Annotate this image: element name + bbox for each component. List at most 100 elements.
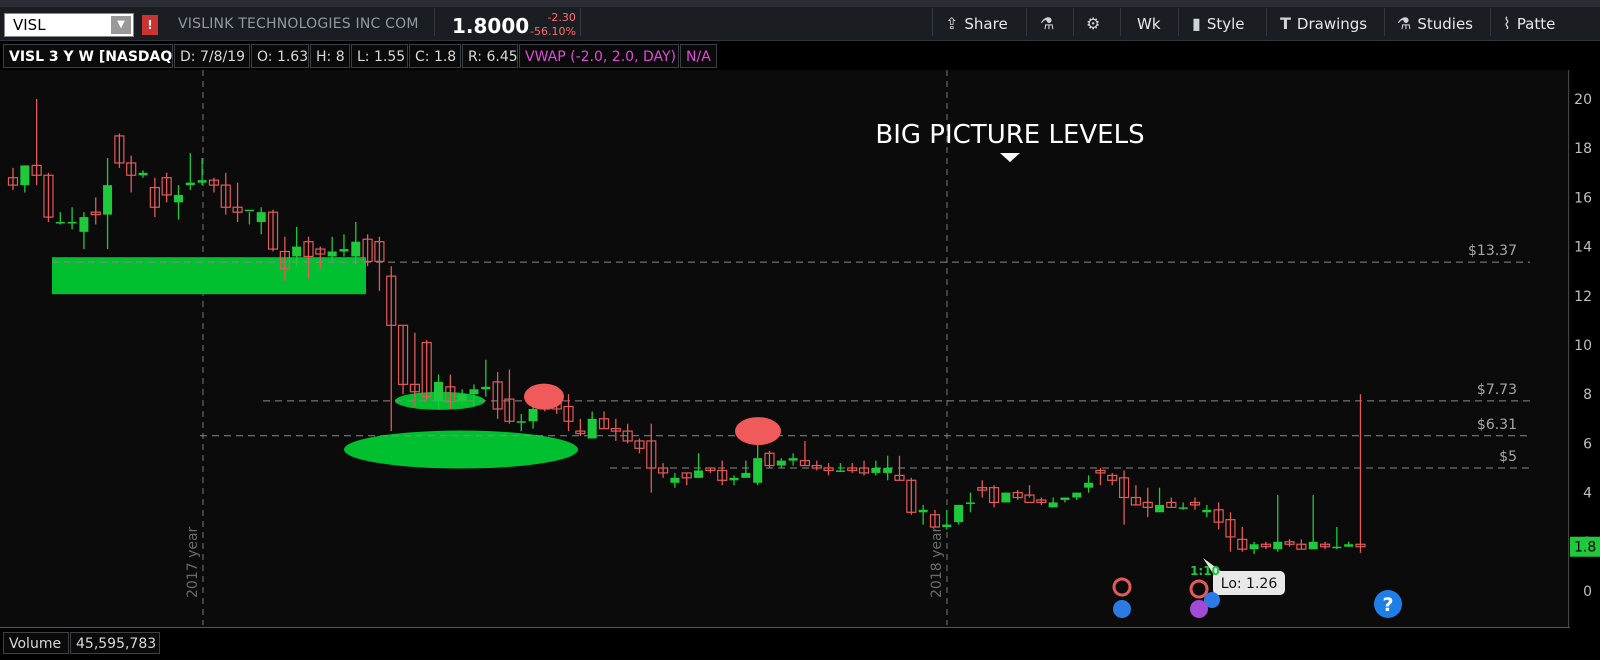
low-cell: L: 1.55 — [351, 44, 408, 68]
candle-body — [823, 467, 834, 472]
candle-body — [409, 383, 420, 393]
candle-body — [31, 164, 42, 176]
gear-icon: ⚙ — [1086, 14, 1101, 33]
company-name: VISLINK TECHNOLOGIES INC COM — [178, 16, 419, 32]
year-label: 2017 year — [185, 526, 201, 598]
candle-body — [256, 212, 266, 222]
studies-flask-icon: ⚗ — [1397, 14, 1412, 33]
candle-body — [1024, 494, 1035, 504]
candle-body — [1142, 501, 1153, 508]
candle-body — [1273, 541, 1283, 550]
candle-body — [670, 477, 680, 483]
last-price-marker — [1570, 536, 1600, 557]
candle-body — [694, 470, 704, 478]
text-tool-icon: T — [1280, 14, 1291, 33]
toolbar-divider — [1266, 8, 1267, 36]
candle-body — [303, 241, 314, 258]
chevron-down-icon[interactable]: ▼ — [111, 16, 131, 34]
candle-body — [161, 177, 172, 196]
settings-button[interactable]: ⚙ — [1086, 14, 1106, 34]
candle-body — [1308, 541, 1318, 550]
candle-body — [7, 177, 19, 186]
candle-body — [1178, 507, 1188, 509]
title-pointer-icon — [1000, 153, 1020, 162]
candle-body — [1355, 543, 1366, 548]
candle-body — [681, 472, 692, 479]
candle-body — [1095, 469, 1106, 474]
date-cell: D: 7/8/19 — [174, 44, 250, 68]
candle-body — [1213, 509, 1224, 523]
toolbar-divider — [1384, 8, 1385, 36]
support-zone-ellipse — [344, 430, 578, 469]
style-button[interactable]: ▮ Style — [1192, 14, 1245, 34]
flask-icon: ⚗ — [1040, 14, 1055, 33]
drawings-button[interactable]: T Drawings — [1280, 14, 1367, 34]
candle-body — [1001, 492, 1011, 503]
price-axis[interactable]: 024681012141618201.8 — [1568, 70, 1600, 628]
volume-label: Volume — [3, 632, 69, 654]
open-cell: O: 1.63 — [251, 44, 309, 68]
volume-panel — [0, 630, 1600, 660]
patterns-icon: ⌇ — [1503, 14, 1511, 33]
toolbar-divider — [1120, 8, 1121, 36]
period-button[interactable]: Wk — [1137, 15, 1161, 33]
candle-body — [1202, 509, 1212, 513]
candle-body — [965, 502, 975, 504]
candle-body — [90, 211, 101, 216]
help-icon-glyph: ? — [1382, 594, 1393, 616]
candle-body — [871, 468, 881, 473]
earnings-phone-icon — [1189, 579, 1209, 599]
candle-body — [20, 165, 30, 186]
candle-body — [835, 470, 845, 472]
candle-body — [1332, 546, 1342, 549]
candle-body — [374, 241, 385, 262]
candle-body — [1107, 474, 1118, 481]
toolbar-divider — [434, 8, 435, 36]
tab-strip — [0, 0, 1600, 7]
toolbar-divider — [1178, 8, 1179, 36]
candle-body — [445, 386, 456, 403]
studies-button[interactable]: ⚗ Studies — [1397, 14, 1473, 34]
flask-button[interactable]: ⚗ — [1040, 14, 1060, 34]
vwap-value: N/A — [680, 44, 717, 68]
symbol-selector[interactable]: VISL ▼ — [4, 13, 134, 37]
candle-body — [1012, 492, 1023, 499]
toolbar-divider — [1073, 8, 1074, 36]
candle-body — [397, 324, 409, 385]
price-change: -2.30 -56.10% — [530, 11, 576, 39]
candle-body — [1060, 497, 1070, 500]
vwap-study-label[interactable]: VWAP (-2.0, 2.0, DAY) — [519, 44, 679, 68]
change-percent: -56.10% — [530, 25, 576, 38]
candle-body — [327, 251, 337, 257]
price-axis-tick-label: 20 — [1574, 92, 1592, 108]
candle-body — [232, 206, 243, 213]
candle-body — [516, 421, 526, 423]
candle-body — [942, 524, 952, 528]
candle-body — [315, 248, 326, 255]
price-axis-tick-label: 16 — [1574, 190, 1592, 206]
candle-body — [1260, 543, 1272, 548]
candle-body — [138, 172, 148, 176]
price-chart[interactable]: 2017 year 2018 year $13.37 $7.73 $6.31 $5 BIG … — [0, 70, 1570, 628]
candle-body — [208, 179, 220, 186]
candle-body — [339, 249, 349, 252]
symbol-input[interactable]: VISL — [13, 16, 46, 34]
candle-body — [753, 458, 763, 483]
candle-body — [1072, 492, 1082, 498]
patterns-button[interactable]: ⌇ Patte — [1503, 14, 1555, 34]
price-axis-tick-label: 0 — [1583, 584, 1592, 600]
drawings-label: Drawings — [1296, 15, 1368, 33]
candle-body — [173, 194, 183, 203]
candle-body — [847, 467, 858, 472]
candle-body — [634, 440, 645, 449]
price-axis-tick-label: 4 — [1583, 486, 1592, 502]
candle-body — [918, 509, 928, 513]
support-zone-rect — [52, 257, 366, 295]
alert-flag-icon[interactable]: ! — [142, 15, 158, 35]
candle-body — [563, 405, 574, 422]
candle-body — [103, 185, 113, 215]
share-button[interactable]: ⇪ Share — [945, 14, 1008, 34]
candle-body — [729, 477, 739, 481]
candle-body — [954, 504, 964, 523]
candle-body — [1237, 538, 1248, 550]
